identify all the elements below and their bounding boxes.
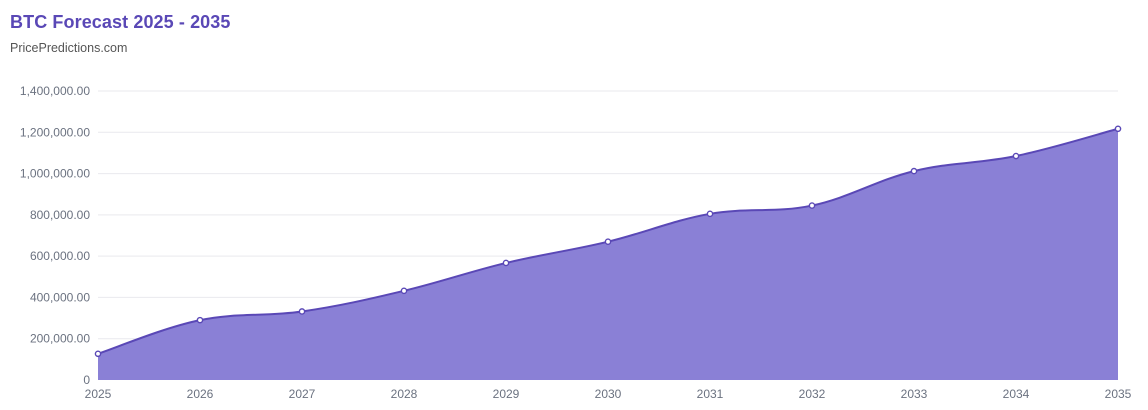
series-area: [98, 128, 1118, 380]
x-tick-label: 2029: [493, 387, 520, 401]
data-point[interactable]: [400, 287, 408, 295]
series-points: [94, 125, 1122, 358]
y-tick-label: 0: [83, 373, 90, 387]
y-tick-label: 200,000.00: [30, 332, 90, 346]
data-point[interactable]: [502, 259, 510, 267]
x-tick-label: 2028: [391, 387, 418, 401]
x-tick-label: 2030: [595, 387, 622, 401]
y-tick-label: 600,000.00: [30, 249, 90, 263]
x-tick-label: 2025: [85, 387, 112, 401]
data-point[interactable]: [1114, 125, 1122, 133]
y-axis-labels: 0 200,000.00 400,000.00 600,000.00 800,000.0…: [20, 84, 90, 387]
x-tick-label: 2032: [799, 387, 826, 401]
x-tick-label: 2034: [1003, 387, 1030, 401]
y-tick-label: 800,000.00: [30, 208, 90, 222]
data-point[interactable]: [706, 210, 714, 218]
data-point[interactable]: [1012, 152, 1020, 160]
chart-title: BTC Forecast 2025 - 2035: [10, 12, 231, 32]
y-tick-label: 1,200,000.00: [20, 125, 90, 139]
x-tick-label: 2031: [697, 387, 724, 401]
data-point[interactable]: [808, 202, 816, 209]
data-point[interactable]: [196, 316, 204, 324]
data-point[interactable]: [910, 167, 918, 175]
x-tick-label: 2035: [1105, 387, 1132, 401]
chart-subtitle: PricePredictions.com: [10, 41, 128, 55]
x-tick-label: 2026: [187, 387, 214, 401]
x-tick-label: 2033: [901, 387, 928, 401]
y-tick-label: 400,000.00: [30, 290, 90, 304]
x-axis-labels: 2025 2026 2027 2028 2029 2030 2031 2032 2033 2034…: [85, 387, 1132, 401]
y-tick-label: 1,400,000.00: [20, 84, 90, 98]
data-point[interactable]: [604, 238, 612, 245]
x-tick-label: 2027: [289, 387, 316, 401]
data-point[interactable]: [298, 308, 306, 315]
data-point[interactable]: [94, 350, 102, 358]
y-tick-label: 1,000,000.00: [20, 167, 90, 181]
